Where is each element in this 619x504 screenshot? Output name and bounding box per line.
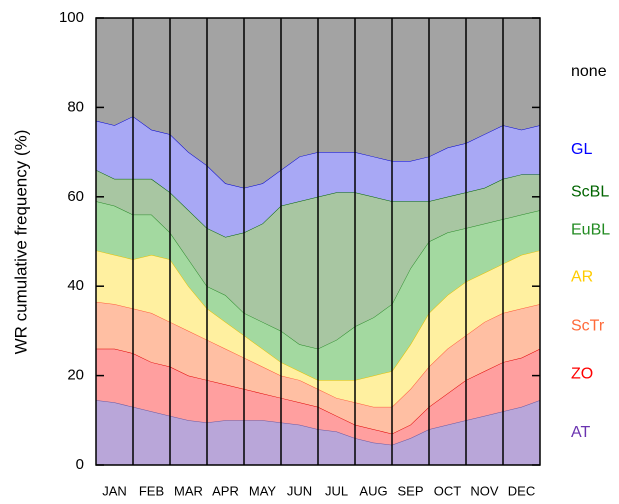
y-tick-label: 0 <box>76 456 84 473</box>
legend-label: ScTr <box>571 318 605 335</box>
legend-label: ScBL <box>571 184 609 201</box>
x-tick-label: JAN <box>102 483 127 498</box>
y-axis-label: WR cumulative frequency (%) <box>11 130 30 355</box>
x-tick-label: MAR <box>174 483 203 498</box>
legend-label: AT <box>571 424 590 441</box>
y-tick-label: 40 <box>67 277 84 294</box>
plot-frame <box>95 17 541 466</box>
x-tick-label: MAY <box>249 483 277 498</box>
x-tick-label: NOV <box>470 483 499 498</box>
legend-label: AR <box>571 268 593 285</box>
y-tick-label: 100 <box>59 9 84 26</box>
x-tick-label: SEP <box>397 483 423 498</box>
legend-label: EuBL <box>571 222 610 239</box>
x-tick-label: AUG <box>359 483 387 498</box>
x-tick-label: OCT <box>434 483 462 498</box>
x-tick-label: FEB <box>139 483 164 498</box>
area <box>96 250 540 407</box>
x-tick-label: APR <box>212 483 239 498</box>
x-tick-label: JUN <box>287 483 312 498</box>
y-tick-label: 80 <box>67 98 84 115</box>
legend-label: none <box>571 63 607 80</box>
x-tick-label: DEC <box>508 483 535 498</box>
y-tick-label: 20 <box>67 367 84 384</box>
legend-label: GL <box>571 141 592 158</box>
legend-label: ZO <box>571 366 593 383</box>
x-tick-label: JUL <box>325 483 348 498</box>
y-tick-label: 60 <box>67 188 84 205</box>
